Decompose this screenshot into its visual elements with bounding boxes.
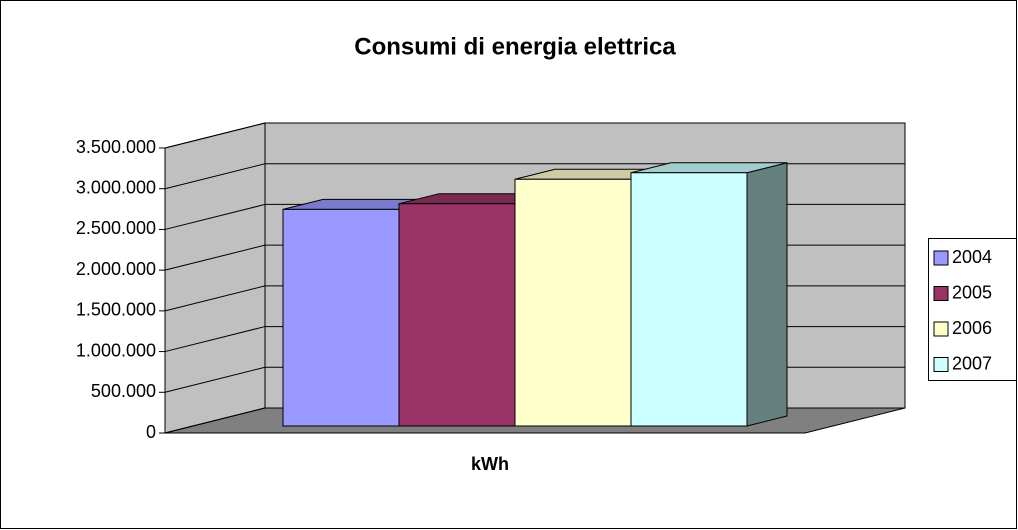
bar: [630, 172, 748, 427]
grid-line: [164, 122, 905, 149]
y-tick-label: 1.500.000: [76, 300, 156, 320]
bar-side: [746, 162, 788, 427]
y-tick-label: 3.000.000: [76, 177, 156, 197]
legend-label: 2005: [952, 282, 992, 302]
y-tick-label: 2.500.000: [76, 218, 156, 238]
side-wall: [164, 122, 266, 434]
legend-swatch: [933, 250, 949, 266]
y-tick-label: 3.500.000: [76, 137, 156, 157]
y-tick-label: 1.000.000: [76, 340, 156, 360]
bar: [514, 178, 632, 427]
legend-label: 2004: [952, 247, 992, 267]
bar: [282, 208, 400, 427]
legend-label: 2006: [952, 318, 992, 338]
legend-swatch: [933, 321, 949, 337]
y-tick-label: 500.000: [91, 381, 156, 401]
y-tick-label: 2.000.000: [76, 259, 156, 279]
legend-swatch: [933, 357, 949, 372]
y-tick-label: 0: [146, 422, 156, 442]
x-axis-label: kWh: [471, 454, 509, 474]
chart-title: Consumi di energia elettrica: [354, 33, 676, 60]
legend-swatch: [933, 286, 949, 301]
legend-box: [928, 238, 1017, 381]
legend-label: 2007: [952, 353, 992, 373]
bar: [398, 203, 516, 427]
